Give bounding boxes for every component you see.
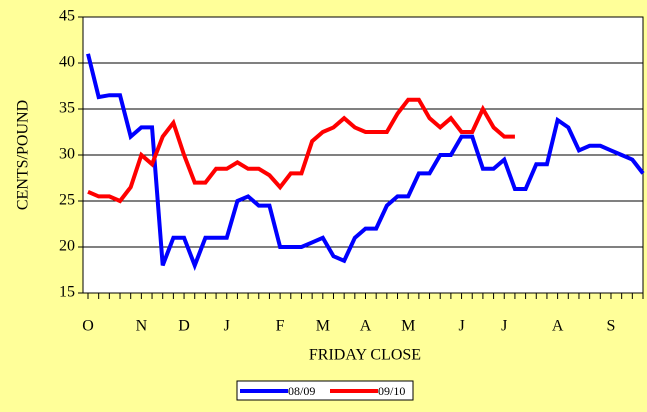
x-tick-label: J <box>458 318 464 335</box>
y-tick-label: 35 <box>59 100 75 117</box>
x-tick-label: J <box>501 318 507 335</box>
x-tick-label: A <box>552 318 564 335</box>
series-line <box>86 53 645 271</box>
y-tick-label: 45 <box>59 8 75 25</box>
x-tick-label: M <box>316 318 330 335</box>
y-axis-label: CENTS/POUND <box>15 100 32 210</box>
x-tick-label: N <box>136 318 148 335</box>
series-line <box>87 97 515 204</box>
y-tick-label: 25 <box>59 192 75 209</box>
x-tick-label: A <box>360 318 372 335</box>
x-axis-label: FRIDAY CLOSE <box>309 347 421 364</box>
x-tick-label: S <box>607 318 616 335</box>
x-tick-label: M <box>401 318 415 335</box>
y-tick-label: 15 <box>59 284 75 301</box>
x-tick-label: J <box>224 318 230 335</box>
y-tick-label: 20 <box>59 238 75 255</box>
x-tick-label: D <box>178 318 190 335</box>
x-tick-label: O <box>82 318 94 335</box>
legend <box>236 380 414 401</box>
y-tick-label: 40 <box>59 54 75 71</box>
legend-label: 09/10 <box>378 384 405 398</box>
x-tick-label: F <box>276 318 285 335</box>
legend-label: 08/09 <box>288 384 315 398</box>
y-tick-label: 30 <box>59 146 75 163</box>
